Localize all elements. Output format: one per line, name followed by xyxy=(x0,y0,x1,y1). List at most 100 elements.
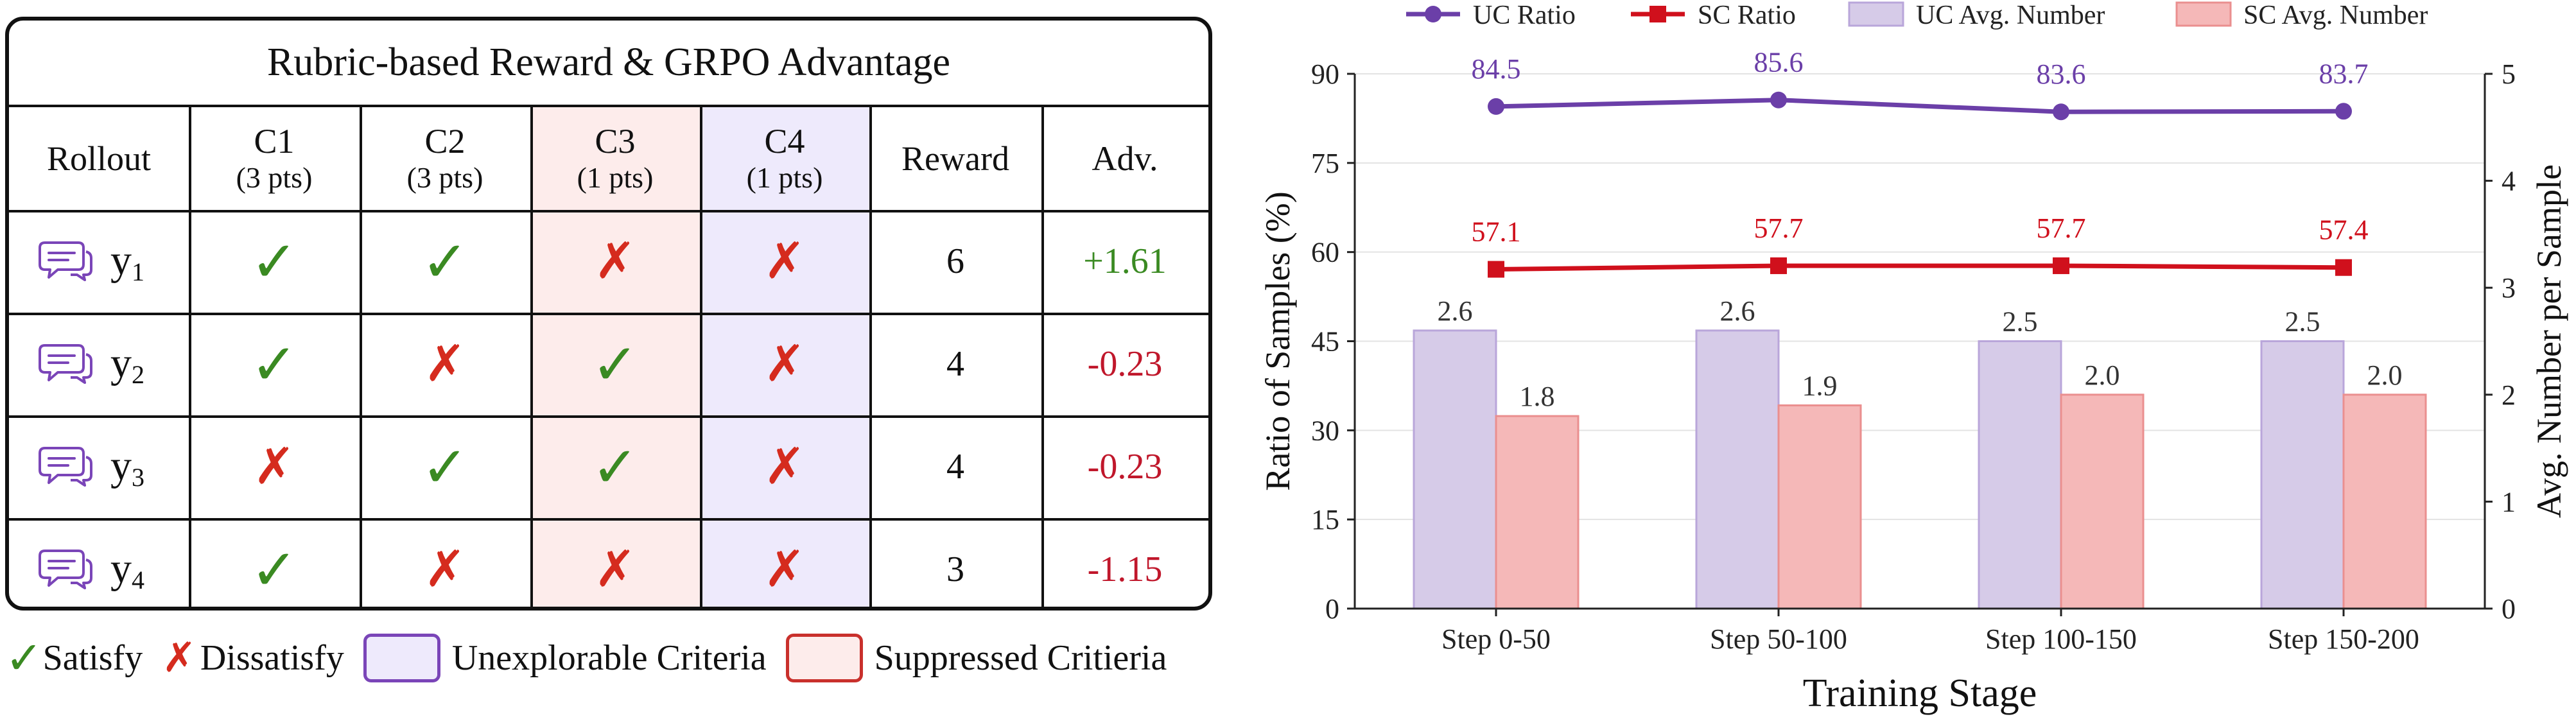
header-points: (3 pts) xyxy=(236,161,313,194)
cross-icon: ✗ xyxy=(253,438,295,496)
header-label: Rollout xyxy=(46,139,152,178)
sc-avg-bar-label: 2.0 xyxy=(2367,360,2403,391)
header-label: C1 xyxy=(254,122,295,160)
rollout-index: 4 xyxy=(132,565,144,594)
cross-icon: ✗ xyxy=(594,541,636,598)
rollout-index: 3 xyxy=(132,462,144,492)
rollout-symbol: y xyxy=(110,544,132,592)
uc-avg-bar xyxy=(2260,340,2345,610)
legend-satisfy: ✓ Satisfy xyxy=(5,632,143,684)
c3-cell: ✓ xyxy=(530,313,700,415)
sc-ratio-label: 57.7 xyxy=(2037,212,2086,244)
uc-ratio-label: 84.5 xyxy=(1472,53,1521,85)
legend-sc-avg-label: SC Avg. Number xyxy=(2243,1,2428,30)
sc-ratio-point xyxy=(1488,261,1504,278)
x-tick-label: Step 50-100 xyxy=(1710,623,1847,655)
chat-bubble-icon xyxy=(39,444,110,489)
column-divider xyxy=(700,107,702,607)
uc-avg-bar-label: 2.6 xyxy=(1720,295,1755,327)
sc-ratio-label: 57.7 xyxy=(1754,212,1804,244)
column-divider xyxy=(869,107,872,607)
sc-avg-bar-label: 1.8 xyxy=(1520,381,1555,412)
legend-uc-ratio-label: UC Ratio xyxy=(1473,1,1576,30)
sc-ratio-point xyxy=(2053,257,2069,274)
row-divider xyxy=(9,415,1208,418)
uc-ratio-point xyxy=(1488,98,1504,115)
right-tick-label: 1 xyxy=(2502,486,2516,517)
header-points: (3 pts) xyxy=(406,161,483,194)
rollout-cell: y1 xyxy=(9,210,189,313)
advantage-cell: -1.15 xyxy=(1087,550,1163,589)
legend-dissatisfy-label: Dissatisfy xyxy=(200,638,344,678)
left-tick-label: 45 xyxy=(1311,326,1339,358)
cross-icon: ✗ xyxy=(763,232,806,290)
x-tick-label: Step 150-200 xyxy=(2268,623,2419,655)
table-legend: ✓ Satisfy ✗ Dissatisfy Unexplorable Crit… xyxy=(5,632,1186,684)
x-axis-title: Training Stage xyxy=(1803,671,2037,715)
left-axis-title: Ratio of Samples (%) xyxy=(1258,191,1297,490)
legend-unexplorable: Unexplorable Criteria xyxy=(363,634,767,682)
column-divider xyxy=(360,107,362,607)
sc-ratio-label: 57.1 xyxy=(1472,216,1521,248)
c3-cell: ✗ xyxy=(530,210,700,313)
left-tick-label: 0 xyxy=(1325,593,1339,625)
right-tick-label: 5 xyxy=(2502,58,2516,90)
cross-icon: ✗ xyxy=(763,438,806,496)
check-icon: ✓ xyxy=(591,331,639,397)
table-title: Rubric-based Reward & GRPO Advantage xyxy=(9,21,1208,107)
c3-cell: ✗ xyxy=(530,518,700,607)
training-stage-chart: 2.6 1.8 2.6 1.9 2.5 2.0 2.5 2.0 57.1 57.7 57.7 57.4… xyxy=(1239,0,2576,719)
sc-ratio-point xyxy=(1770,257,1787,274)
uc-ratio-point xyxy=(2335,103,2352,120)
left-tick-label: 15 xyxy=(1311,504,1339,535)
rollout-index: 1 xyxy=(132,257,144,286)
cross-icon: ✗ xyxy=(594,232,636,290)
chat-bubble-icon xyxy=(39,342,110,386)
uc-avg-bar-label: 2.6 xyxy=(1438,295,1473,327)
rollout-cell: y4 xyxy=(9,518,189,607)
reward-cell: 4 xyxy=(946,447,964,487)
sc-ratio-label: 57.4 xyxy=(2319,214,2369,246)
c1-cell: ✓ xyxy=(189,518,360,607)
right-tick-label: 4 xyxy=(2502,166,2516,197)
chat-bubble-icon xyxy=(39,239,110,284)
sc-avg-bar xyxy=(1495,415,1580,610)
uc-ratio-label: 85.6 xyxy=(1754,47,1804,78)
header-label: C4 xyxy=(764,122,805,160)
uc-ratio-point xyxy=(1770,91,1787,108)
right-tick-label: 2 xyxy=(2502,379,2516,411)
header-c1: C1 (3 pts) xyxy=(189,107,360,210)
c4-cell: ✗ xyxy=(700,210,869,313)
header-label: Reward xyxy=(901,139,1009,178)
chat-bubble-icon xyxy=(39,547,110,592)
advantage-cell: -0.23 xyxy=(1087,447,1163,487)
uc-avg-bar-label: 2.5 xyxy=(2285,306,2320,338)
legend-unexplorable-label: Unexplorable Criteria xyxy=(451,638,767,678)
rollout-symbol: y xyxy=(110,442,132,489)
advantage-cell: -0.23 xyxy=(1087,344,1163,384)
header-reward: Reward xyxy=(869,107,1041,210)
header-rollout: Rollout xyxy=(9,107,189,210)
cross-icon: ✗ xyxy=(763,335,806,393)
rollout-cell: y2 xyxy=(9,313,189,415)
check-icon: ✓ xyxy=(591,433,639,500)
sc-avg-bar xyxy=(2342,394,2427,610)
column-divider xyxy=(1041,107,1044,607)
header-label: C3 xyxy=(595,122,636,160)
row-divider xyxy=(9,210,1208,212)
reward-cell: 6 xyxy=(946,241,964,281)
uc-avg-bar-label: 2.5 xyxy=(2003,306,2038,338)
cross-icon: ✗ xyxy=(162,634,196,682)
header-label: C2 xyxy=(424,122,466,160)
sc-avg-bar-label: 1.9 xyxy=(1802,370,1838,401)
c1-cell: ✓ xyxy=(189,313,360,415)
cross-icon: ✗ xyxy=(424,335,466,393)
uc-ratio-line xyxy=(1495,98,2344,114)
c3-cell: ✓ xyxy=(530,415,700,518)
check-icon: ✓ xyxy=(250,228,298,295)
c2-cell: ✗ xyxy=(360,313,530,415)
legend-uc-ratio-swatch-marker xyxy=(1425,6,1441,22)
check-icon: ✓ xyxy=(421,433,469,500)
left-tick-label: 90 xyxy=(1311,58,1339,90)
cross-icon: ✗ xyxy=(763,541,806,598)
